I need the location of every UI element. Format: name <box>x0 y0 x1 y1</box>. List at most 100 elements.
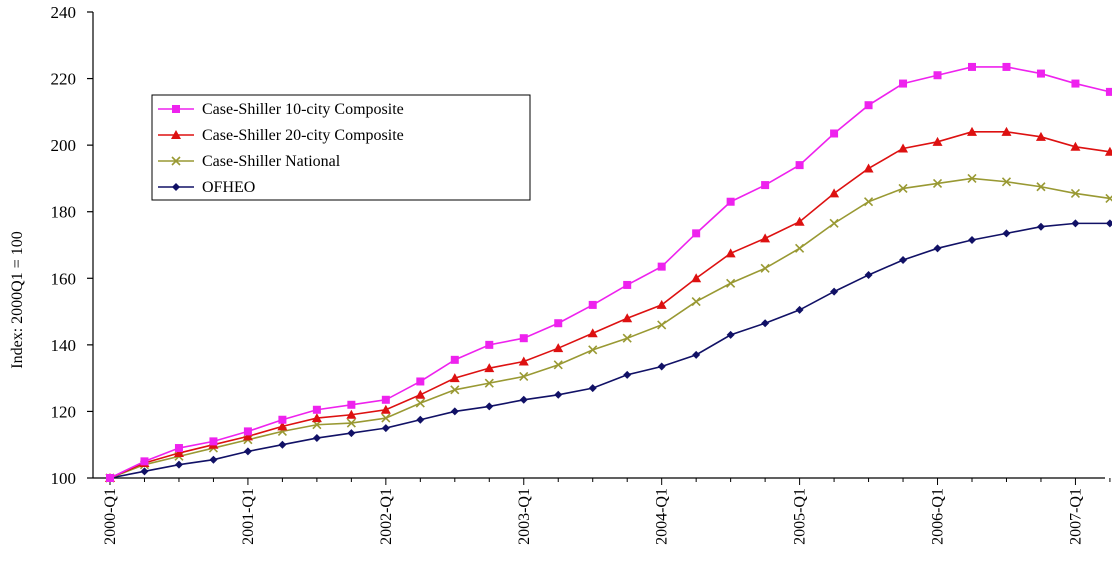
data-point <box>140 467 149 476</box>
data-point <box>1036 69 1045 78</box>
data-point <box>829 218 839 228</box>
y-tick-label: 140 <box>51 336 77 355</box>
data-point <box>1002 229 1011 238</box>
data-point <box>761 319 770 328</box>
data-point <box>863 163 874 173</box>
data-point <box>863 197 874 207</box>
legend-item: Case-Shiller National <box>158 153 341 170</box>
data-point <box>173 448 184 458</box>
data-point <box>726 197 735 206</box>
data-point <box>209 437 218 446</box>
data-point <box>760 233 771 243</box>
data-point <box>484 378 494 388</box>
data-point <box>1002 62 1011 71</box>
data-point <box>450 355 459 364</box>
data-point <box>1071 79 1080 88</box>
data-point <box>899 79 908 88</box>
data-point <box>725 248 736 258</box>
data-point <box>1070 188 1081 198</box>
data-point <box>553 360 563 370</box>
data-point <box>554 390 563 399</box>
data-point <box>380 404 391 414</box>
x-tick-label: 2001-Q1 <box>240 488 257 545</box>
data-point <box>830 287 839 296</box>
axes: 100 120 140 160 180 200 220 240 2000-Q1 2001-Q1 20… <box>51 3 1111 545</box>
data-point <box>1001 126 1012 136</box>
data-point <box>657 262 666 271</box>
series-x <box>105 173 1112 483</box>
data-point <box>381 395 390 404</box>
data-point <box>312 434 321 443</box>
y-tick-label: 220 <box>51 70 77 89</box>
series-line <box>109 222 1110 479</box>
y-tick-label: 180 <box>51 203 77 222</box>
legend-item: Case-Shiller 10-city Composite <box>158 101 404 118</box>
x-tick-label: 2004-Q1 <box>654 488 671 545</box>
data-point <box>691 297 701 307</box>
data-point <box>277 421 288 431</box>
data-point <box>242 431 253 441</box>
data-point <box>588 384 597 393</box>
data-point <box>416 415 425 424</box>
data-point <box>657 320 667 330</box>
legend-label: Case-Shiller National <box>202 153 341 170</box>
data-point <box>1105 219 1112 228</box>
data-point <box>968 236 976 245</box>
data-point <box>485 402 494 411</box>
data-point <box>933 71 942 80</box>
data-point <box>726 278 736 288</box>
data-point <box>830 129 839 138</box>
data-point <box>381 413 391 423</box>
series-diamond <box>106 219 1112 482</box>
data-point <box>588 345 598 355</box>
data-point <box>518 356 529 366</box>
data-point <box>657 362 666 371</box>
data-point <box>761 181 770 190</box>
data-point <box>623 280 632 289</box>
data-point <box>795 243 805 253</box>
data-point <box>1071 219 1080 228</box>
data-point <box>899 255 908 264</box>
data-point <box>622 313 633 323</box>
data-point <box>346 418 356 428</box>
data-point <box>760 263 770 273</box>
data-point <box>381 424 390 433</box>
data-point <box>519 334 528 343</box>
data-point <box>312 405 321 414</box>
data-point <box>933 244 942 253</box>
data-point <box>106 474 114 482</box>
data-point <box>1035 131 1046 141</box>
data-point <box>346 409 357 419</box>
data-point <box>968 62 976 71</box>
data-point <box>278 415 287 424</box>
data-point <box>347 429 356 438</box>
data-point <box>1036 222 1045 231</box>
series-line <box>109 131 1111 479</box>
data-point <box>794 216 805 226</box>
x-tick-label: 2003-Q1 <box>516 488 533 545</box>
legend-marker <box>172 183 180 191</box>
data-point <box>898 183 908 193</box>
data-point <box>449 373 460 383</box>
x-tick-label: 2007-Q1 <box>1067 488 1084 545</box>
series-square <box>106 62 1112 482</box>
data-point <box>1104 146 1112 156</box>
data-point <box>519 395 528 404</box>
series-layer <box>105 62 1112 483</box>
series-line <box>109 66 1111 479</box>
series-line <box>109 177 1111 479</box>
data-point <box>829 188 840 198</box>
data-point <box>622 333 632 343</box>
data-point <box>416 377 425 386</box>
legend-item: Case-Shiller 20-city Composite <box>158 127 404 144</box>
data-point <box>450 407 459 416</box>
data-point <box>311 413 322 423</box>
x-tick-label: 2002-Q1 <box>378 488 395 545</box>
x-tick-label: 2005-Q1 <box>792 488 809 545</box>
data-point <box>691 273 702 283</box>
data-point <box>1036 182 1046 192</box>
legend-marker <box>171 156 181 166</box>
legend-box <box>151 94 531 201</box>
data-point <box>864 270 873 279</box>
